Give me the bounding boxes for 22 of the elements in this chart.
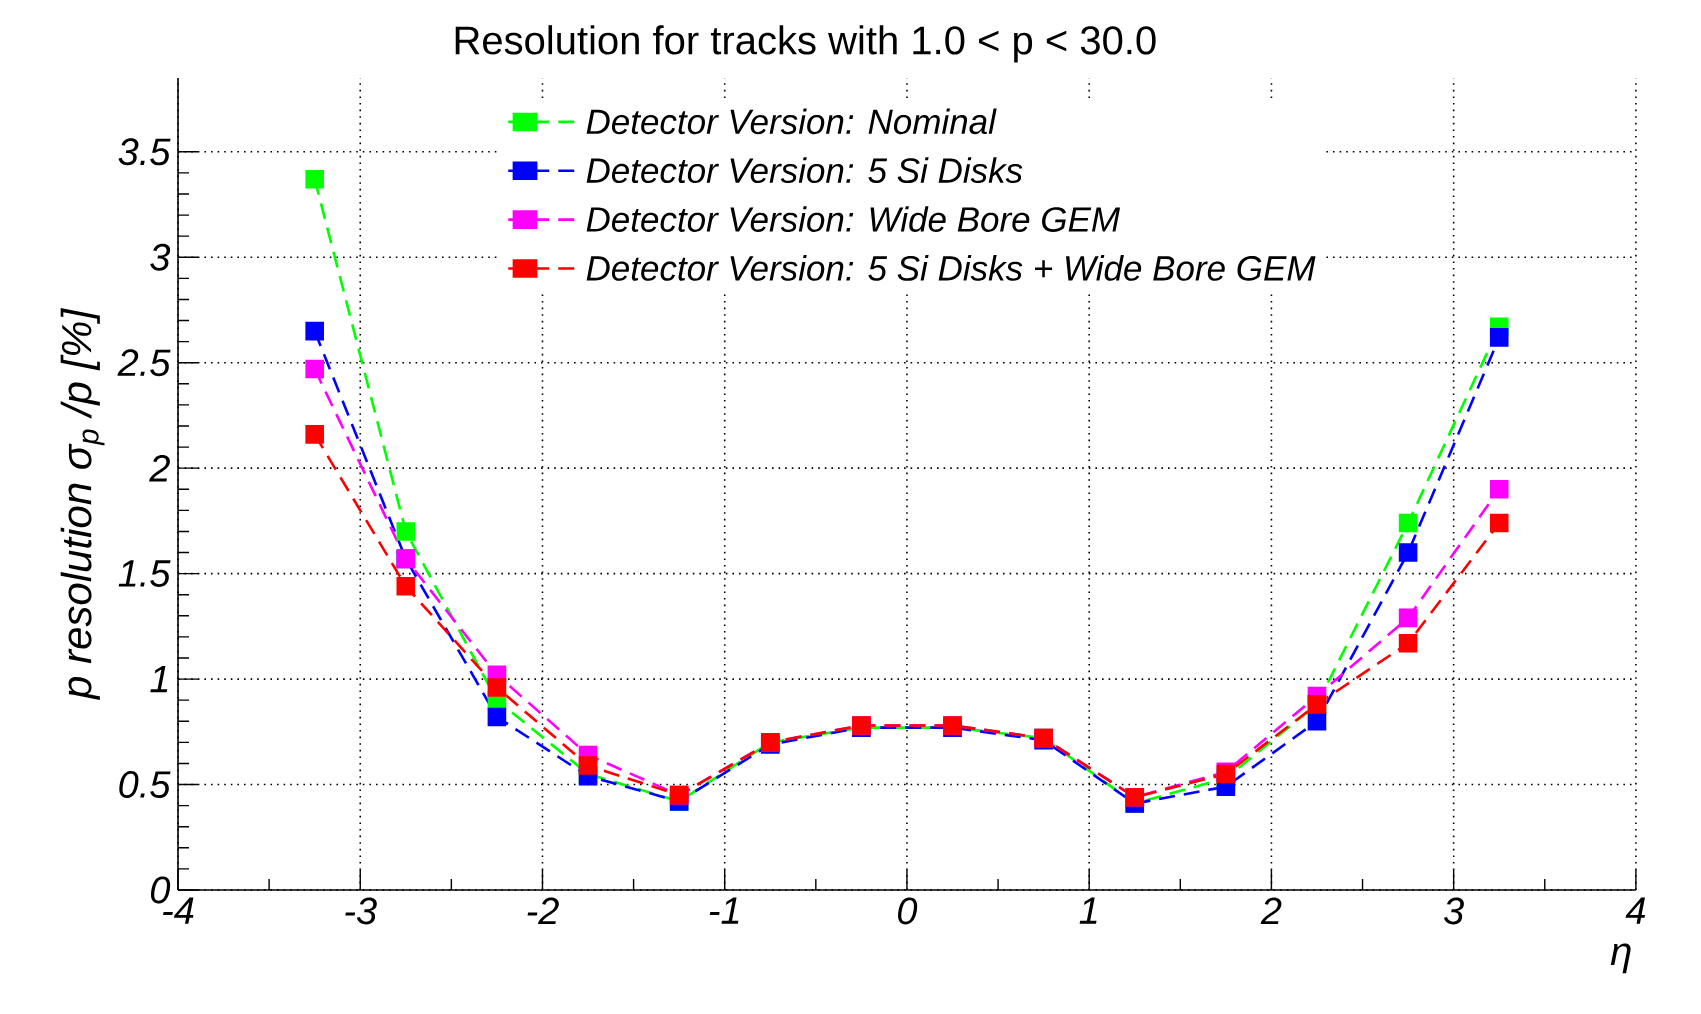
y-axis-title: p resolution σ$_{p}$ /p [%] bbox=[60, 308, 105, 700]
chart-title: Resolution for tracks with 1.0 < p < 30.0 bbox=[455, 25, 1156, 63]
y-tick-label: 2 bbox=[149, 454, 170, 482]
y-tick-label: 3 bbox=[150, 243, 171, 271]
legend-label: Detector Version: Nominal bbox=[586, 108, 997, 135]
legend-label: Detector Version: 5 Si Disks + Wide Bore GEM bbox=[586, 255, 1316, 281]
x-tick-label: 1 bbox=[1079, 897, 1097, 924]
legend-label: Detector Version: 5 Si Disks bbox=[586, 157, 1023, 184]
x-tick-label: 2 bbox=[1260, 897, 1282, 925]
x-axis-title: η bbox=[1610, 943, 1631, 974]
y-tick-label: 1.5 bbox=[118, 560, 171, 587]
x-tick-label: -2 bbox=[527, 897, 559, 925]
x-tick-label: 3 bbox=[1443, 897, 1464, 925]
y-tick-label: 2.5 bbox=[117, 349, 171, 377]
y-tick-label: 0.5 bbox=[119, 771, 171, 798]
x-tick-label: -1 bbox=[709, 897, 739, 924]
x-tick-label: 4 bbox=[1625, 897, 1646, 924]
legend-label: Detector Version: Wide Bore GEM bbox=[586, 206, 1121, 232]
x-tick-label: -3 bbox=[345, 897, 377, 925]
y-tick-label: 1 bbox=[150, 666, 168, 693]
y-tick-label: 3.5 bbox=[118, 138, 171, 166]
x-tick-label: 0 bbox=[898, 897, 918, 925]
